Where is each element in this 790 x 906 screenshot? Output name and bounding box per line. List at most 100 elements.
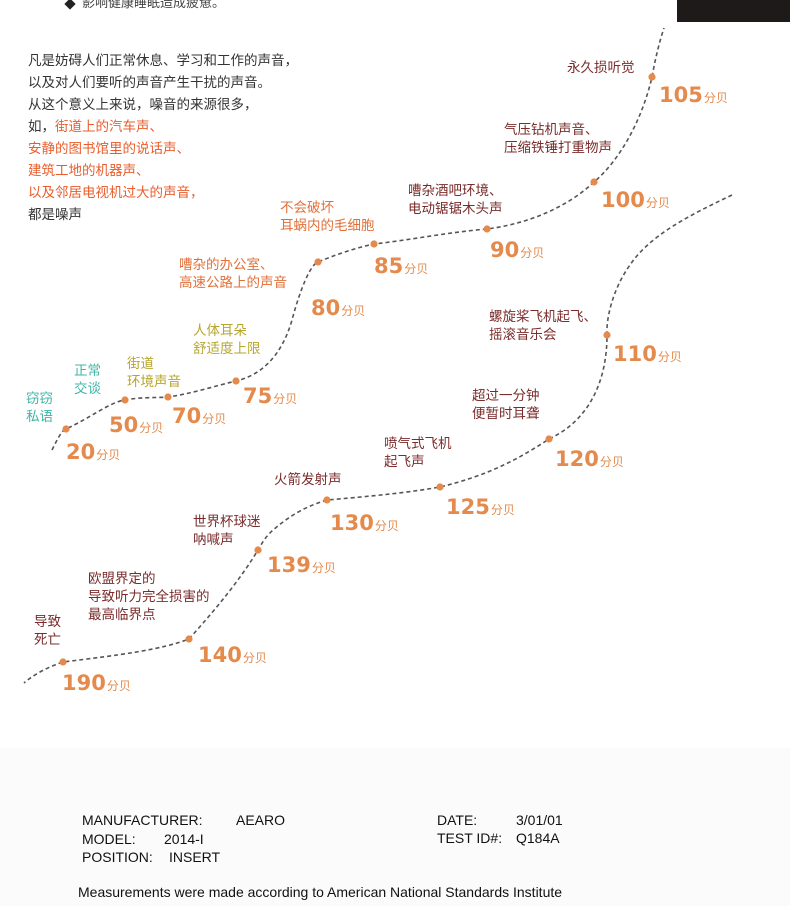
test-id-value: Q184A — [516, 830, 560, 846]
intro-prefix: 如， — [28, 119, 55, 135]
scale2-dot-140 — [185, 635, 193, 643]
label-line: 摇滚音乐会 — [489, 327, 557, 343]
label-line: 舒适度上限 — [193, 341, 261, 357]
label-line: 起飞声 — [384, 454, 425, 470]
label-line: 交谈 — [74, 381, 101, 397]
measurements-note: Measurements were made according to Amer… — [78, 884, 563, 900]
intro-line-with-highlight: 如，街道上的汽车声、 — [28, 116, 298, 138]
label-line: 高速公路上的声音 — [179, 275, 287, 291]
scale1-dot-20 — [62, 425, 70, 433]
label-line: 导致 — [34, 614, 61, 630]
scale2-dot-120 — [545, 435, 553, 443]
scale1-value-20: 20分贝 — [66, 440, 120, 464]
decibel-unit: 分贝 — [273, 392, 298, 406]
decibel-unit: 分贝 — [490, 503, 515, 517]
label-line: 正常 — [74, 363, 101, 379]
label-line: 电动锯锯木头声 — [408, 201, 503, 217]
label-line: 街道 — [127, 356, 154, 372]
scale1-label-70: 街道 环境声音 — [127, 355, 181, 391]
date-label: DATE: — [437, 812, 478, 828]
decibel-number: 120 — [555, 447, 599, 471]
scale2-dot-110 — [603, 331, 611, 339]
decibel-number: 130 — [330, 511, 374, 535]
label-line: 人体耳朵 — [193, 323, 247, 339]
scale2-dot-125 — [436, 483, 444, 491]
intro-line: 从这个意义上来说，噪音的来源很多， — [28, 97, 258, 113]
intro-line: 凡是妨碍人们正常休息、学习和工作的声音， — [28, 53, 298, 69]
manufacturer-label: MANUFACTURER: — [82, 812, 203, 828]
position-value: INSERT — [169, 849, 221, 865]
scale1-dot-70 — [164, 393, 172, 401]
label-line: 耳蜗内的毛细胞 — [280, 218, 375, 234]
scale2-label-130: 火箭发射声 — [274, 471, 342, 489]
decibel-unit: 分贝 — [139, 421, 164, 435]
decibel-number: 105 — [659, 83, 703, 107]
model-value: 2014-I — [164, 831, 204, 847]
scale1-value-90: 90分贝 — [490, 238, 544, 262]
decibel-unit: 分贝 — [404, 262, 429, 276]
intro-highlight: 以及邻居电视机过大的声音， — [28, 185, 204, 201]
scale2-value-120: 120分贝 — [555, 447, 624, 471]
label-line: 压缩铁锤打重物声 — [504, 140, 612, 156]
scale2-label-120: 超过一分钟便暂时耳聋 — [472, 387, 540, 423]
scale2-value-190: 190分贝 — [62, 671, 131, 695]
scale1-dot-105 — [648, 73, 656, 81]
decibel-number: 70 — [172, 404, 202, 428]
intro-highlight: 建筑工地的机器声、 — [28, 163, 150, 179]
label-line: 导致听力完全损害的 — [88, 589, 210, 605]
scale2-label-110: 螺旋桨飞机起飞、 摇滚音乐会 — [489, 308, 597, 344]
position-label: POSITION: — [82, 849, 153, 865]
scale1-dot-100 — [590, 178, 598, 186]
decibel-unit: 分贝 — [202, 412, 227, 426]
scale1-value-105: 105分贝 — [659, 83, 728, 107]
scale2-label-125: 喷气式飞机 起飞声 — [384, 435, 452, 471]
label-line: 死亡 — [34, 632, 61, 648]
decibel-number: 140 — [198, 643, 242, 667]
scale-curve-high — [23, 194, 733, 684]
label-line: 欧盟界定的 — [88, 571, 156, 587]
decibel-unit: 分贝 — [374, 519, 399, 533]
scale2-value-125: 125分贝 — [446, 495, 515, 519]
label-line: 世界杯球迷 — [193, 514, 261, 530]
scale1-dot-75 — [232, 377, 240, 385]
scale1-label-80: 嘈杂的办公室、 高速公路上的声音 — [179, 256, 287, 292]
decibel-unit: 分贝 — [645, 196, 670, 210]
label-line: 环境声音 — [127, 374, 181, 390]
label-line: 最高临界点 — [88, 607, 156, 623]
intro-line: 以及对人们要听的声音产生干扰的声音。 — [28, 75, 271, 91]
scale2-value-139: 139分贝 — [267, 553, 336, 577]
decibel-unit: 分贝 — [106, 679, 131, 693]
label-line: 窃窃 — [26, 391, 53, 407]
decibel-number: 20 — [66, 440, 96, 464]
scale1-label-20: 窃窃 私语 — [26, 390, 53, 426]
scale1-value-70: 70分贝 — [172, 404, 226, 428]
scale2-label-140: 欧盟界定的导致听力完全损害的 最高临界点 — [88, 570, 210, 624]
decibel-number: 190 — [62, 671, 106, 695]
scale2-dot-190 — [59, 658, 67, 666]
label-line: 便暂时耳聋 — [472, 406, 540, 422]
intro-ending: 都是噪声 — [28, 207, 82, 223]
decibel-number: 85 — [374, 254, 404, 278]
scale2-value-130: 130分贝 — [330, 511, 399, 535]
scale1-label-85: 不会破坏 耳蜗内的毛细胞 — [280, 199, 375, 235]
scale1-dot-90 — [483, 225, 491, 233]
label-line: 呐喊声 — [193, 532, 234, 548]
manufacturer-value: AEARO — [236, 812, 286, 828]
decibel-unit: 分贝 — [242, 651, 267, 665]
intro-highlight: 街道上的汽车声、 — [55, 119, 163, 135]
noise-scale-curves — [23, 27, 733, 684]
intro-text: 凡是妨碍人们正常休息、学习和工作的声音， 以及对人们要听的声音产生干扰的声音。 … — [28, 50, 298, 226]
top-note-text: 影响健康睡眠造成疲惫。 — [82, 0, 226, 11]
decibel-unit: 分贝 — [703, 91, 728, 105]
scale1-value-100: 100分贝 — [601, 188, 670, 212]
label-line: 嘈杂酒吧环境、 — [408, 183, 503, 199]
label-line: 私语 — [26, 409, 53, 425]
scale2-dot-130 — [323, 496, 331, 504]
label-line: 超过一分钟 — [472, 388, 540, 404]
label-line: 气压钻机声音、 — [504, 122, 599, 138]
top-note: 影响健康睡眠造成疲惫。 — [64, 0, 226, 11]
decibel-number: 80 — [311, 296, 341, 320]
decibel-number: 75 — [243, 384, 273, 408]
scale1-dot-50 — [121, 396, 129, 404]
top-right-image-fragment — [677, 0, 790, 22]
